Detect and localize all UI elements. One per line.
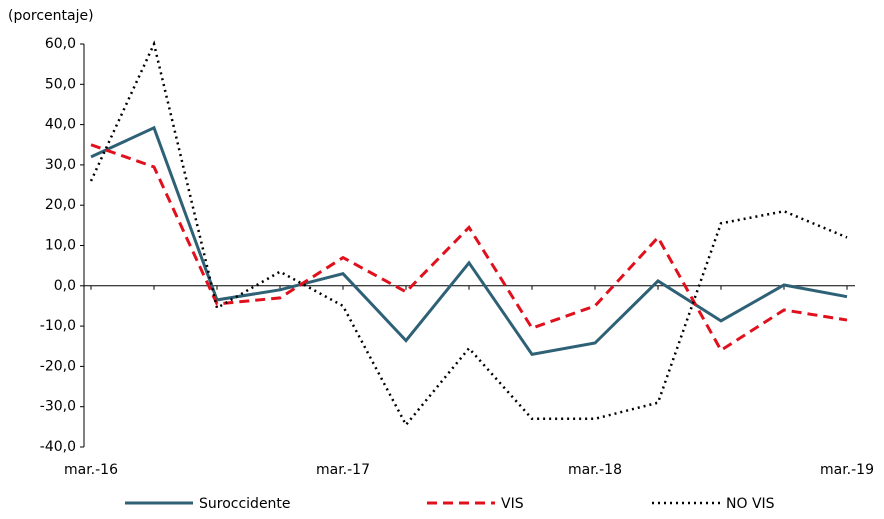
x-tick-label: mar.-18 [568,462,622,478]
y-tick-label: -30,0 [40,399,76,415]
y-tick-label: -40,0 [40,439,76,455]
x-tick-label: mar.-17 [316,462,370,478]
y-tick-label: 60,0 [45,36,76,52]
x-tick-label: mar.-19 [820,462,874,478]
y-axis-title: (porcentaje) [8,8,94,24]
y-tick-label: 50,0 [45,76,76,92]
y-tick-label: 20,0 [45,197,76,213]
series-line [89,40,848,428]
x-tick-label: mar.-16 [64,462,118,478]
series-line [90,125,848,356]
series-line [90,143,848,353]
y-tick-label: 40,0 [45,117,76,133]
legend-label: VIS [501,496,524,512]
y-tick-label: 30,0 [45,157,76,173]
legend-label: Suroccidente [199,496,291,512]
legend-label: NO VIS [726,496,775,512]
y-tick-label: -10,0 [40,318,76,334]
y-tick-label: 10,0 [45,238,76,254]
y-tick-label: 0,0 [54,278,76,294]
y-tick-label: -20,0 [40,358,76,374]
